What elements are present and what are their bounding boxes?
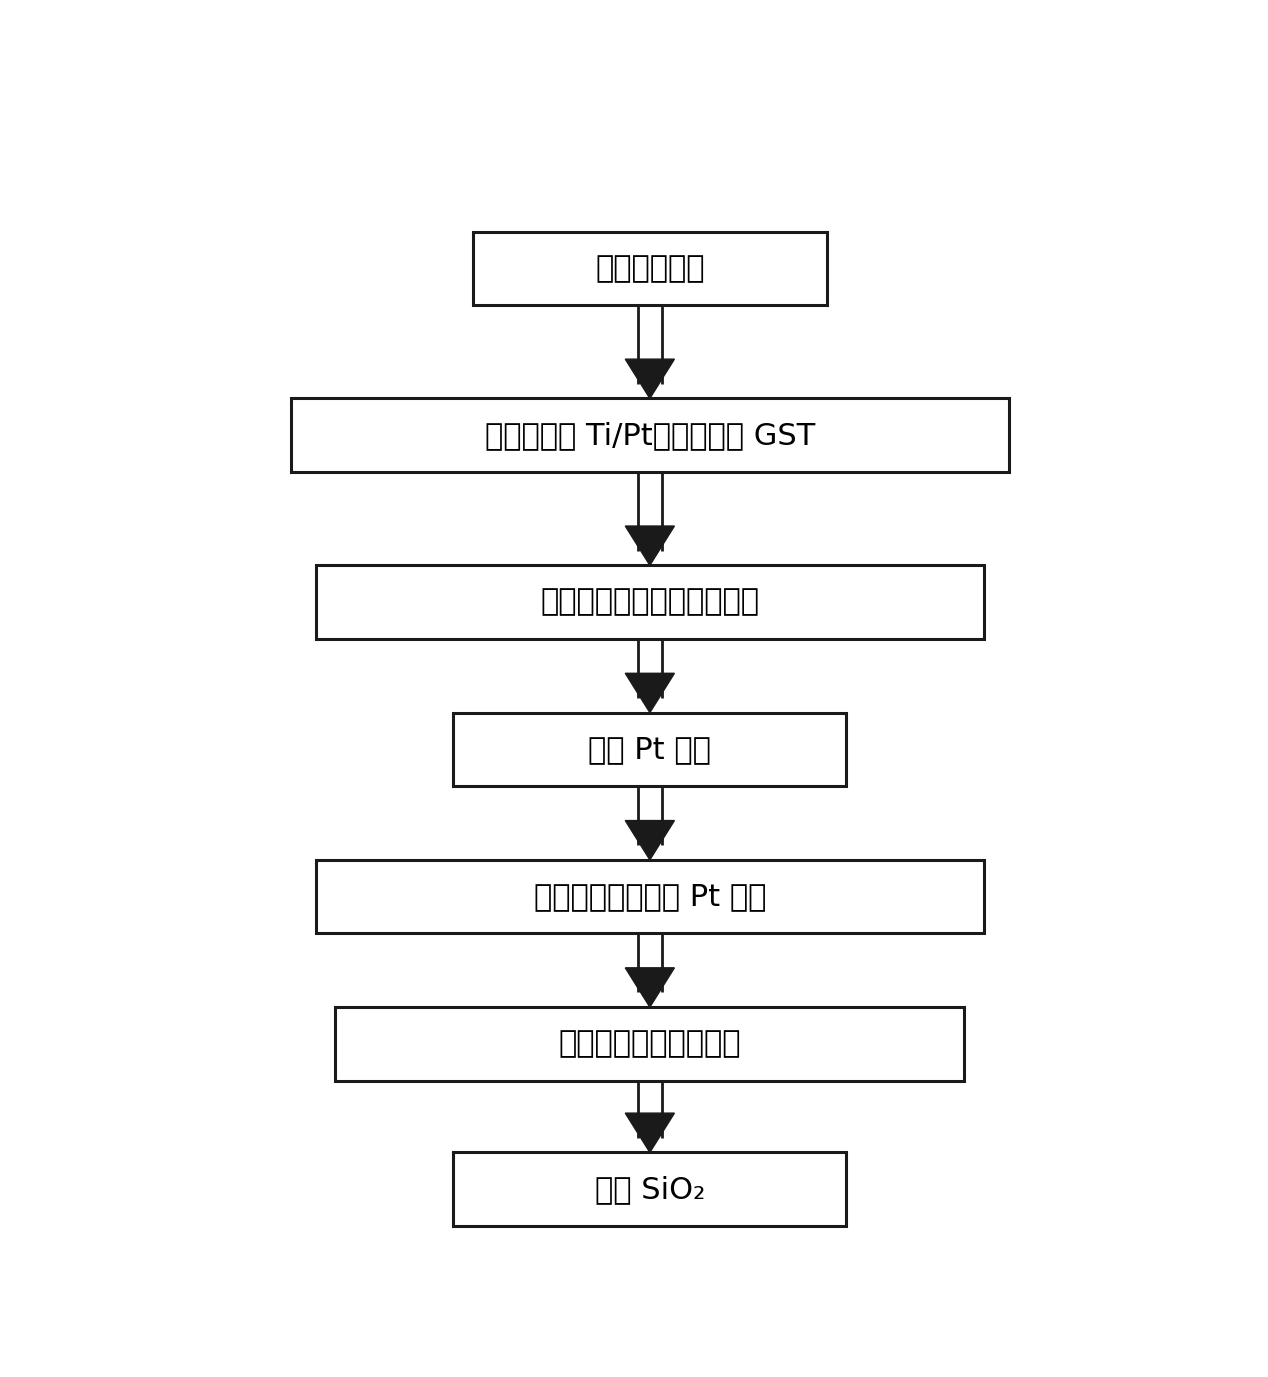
Text: 沉积 SiO₂: 沉积 SiO₂ — [595, 1175, 705, 1203]
Polygon shape — [625, 526, 675, 566]
FancyBboxPatch shape — [454, 1153, 847, 1226]
FancyBboxPatch shape — [316, 566, 984, 639]
Text: 沉积底电极 Ti/Pt，相变材料 GST: 沉积底电极 Ti/Pt，相变材料 GST — [484, 421, 815, 450]
Polygon shape — [625, 968, 675, 1007]
FancyBboxPatch shape — [292, 398, 1008, 472]
Text: 沉积 Pt 电极: 沉积 Pt 电极 — [588, 735, 711, 764]
Text: 涂胶、光刻、显影形成图形: 涂胶、光刻、显影形成图形 — [540, 588, 760, 617]
Text: 清洗氧化硅片: 清洗氧化硅片 — [595, 253, 705, 282]
FancyBboxPatch shape — [335, 1007, 965, 1081]
Polygon shape — [625, 821, 675, 859]
Polygon shape — [625, 359, 675, 398]
FancyBboxPatch shape — [454, 712, 847, 786]
FancyBboxPatch shape — [473, 231, 827, 306]
Polygon shape — [625, 673, 675, 712]
Text: 去胶，剥离，形成 Pt 掩模: 去胶，剥离，形成 Pt 掩模 — [534, 883, 766, 912]
FancyBboxPatch shape — [316, 859, 984, 934]
Text: 用刻蚀液刻蚀相变材料: 用刻蚀液刻蚀相变材料 — [559, 1030, 741, 1059]
Polygon shape — [625, 1113, 675, 1153]
